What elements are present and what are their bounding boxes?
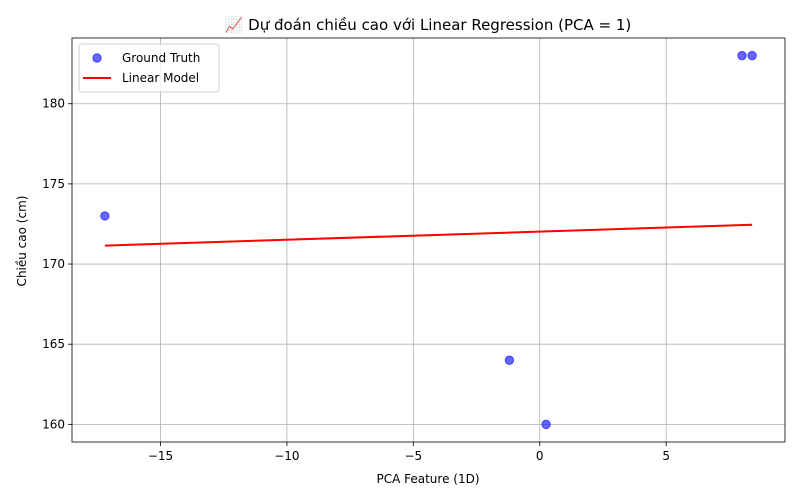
chart-marks	[100, 50, 757, 430]
x-tick-label: −5	[404, 449, 422, 463]
legend: Ground Truth Linear Model	[78, 43, 220, 93]
data-point	[737, 50, 747, 61]
legend-label: Ground Truth	[122, 51, 200, 65]
x-tick-label: −15	[148, 449, 173, 463]
y-axis-label: Chiều cao (cm)	[15, 196, 29, 287]
x-axis-ticks: −15 −10 −5 0 5	[148, 442, 670, 463]
data-point	[504, 355, 515, 365]
y-tick-label: 170	[42, 257, 65, 271]
data-point	[100, 211, 110, 221]
y-axis-ticks: 160 165 170 175 180	[42, 97, 72, 431]
x-axis-label: PCA Feature (1D)	[376, 472, 479, 486]
data-point	[747, 50, 757, 61]
x-tick-label: 5	[662, 449, 670, 463]
x-tick-label: −10	[274, 449, 299, 463]
legend-box	[78, 43, 220, 93]
plot-frame	[71, 37, 786, 443]
regression-line	[104, 223, 753, 247]
y-tick-label: 180	[42, 97, 65, 111]
legend-label: Linear Model	[122, 71, 199, 85]
grid-lines	[72, 38, 785, 442]
x-tick-label: 0	[536, 449, 544, 463]
data-point	[541, 419, 551, 430]
legend-marker-scatter	[92, 53, 102, 63]
y-tick-label: 165	[42, 337, 65, 351]
y-tick-label: 160	[42, 417, 65, 431]
y-tick-label: 175	[42, 177, 65, 191]
chart-title: 📈 Dự đoán chiều cao với Linear Regressio…	[225, 16, 632, 34]
